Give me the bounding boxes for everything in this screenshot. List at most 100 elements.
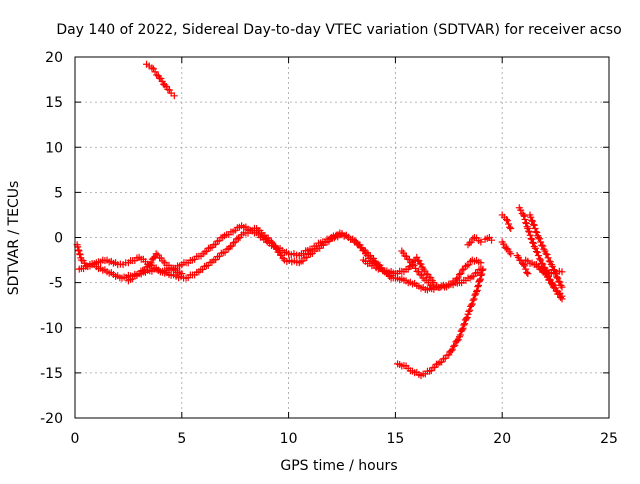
data-point [170,92,178,100]
data-point [477,259,485,267]
data-point [517,206,525,214]
data-point [458,326,466,334]
data-point [529,220,537,228]
data-point [405,256,413,264]
data-point [402,252,410,260]
data-point [151,68,159,76]
data-point [502,215,510,223]
data-point [504,217,512,225]
data-point [537,238,545,246]
data-point [361,247,369,255]
data-point [465,261,473,269]
y-tick-label: -15 [40,366,63,382]
series-arc-4 [124,250,186,285]
data-point [410,262,418,270]
data-point [529,239,537,247]
y-tick-label: 20 [45,50,63,66]
data-point [415,268,423,276]
data-point [463,261,471,269]
data-point [522,219,530,227]
series-arc-16 [532,261,566,300]
y-tick-label: 5 [54,185,63,201]
data-point [417,260,425,268]
data-point [234,234,242,242]
data-point [477,271,485,279]
data-point [545,257,553,265]
data-point [533,248,541,256]
data-point [520,261,528,269]
data-point [455,270,463,278]
data-point [399,249,407,257]
series-arc-11 [498,238,515,258]
data-point [473,288,481,296]
data-point [528,216,536,224]
data-point [558,283,566,291]
data-point [458,266,466,274]
data-point [521,262,529,270]
x-tick-label: 20 [493,431,511,447]
data-point [527,213,535,221]
x-tick-label: 25 [600,431,618,447]
data-point [558,292,566,300]
series-arc-3 [75,224,395,282]
data-point [521,215,529,223]
series-arc-10 [498,211,515,232]
data-point [523,268,531,276]
data-point [451,341,459,349]
data-point [148,64,156,72]
data-point [76,250,84,258]
data-point [557,293,565,301]
series-arc-7 [464,234,485,249]
series-arc-6 [398,247,485,292]
data-point [528,235,536,243]
x-axis-label: GPS time / hours [280,458,397,474]
data-point [459,325,467,333]
y-tick-label: -20 [40,411,63,427]
data-point [230,239,238,247]
data-point [421,267,429,275]
data-point [538,241,546,249]
data-point [454,274,462,282]
data-point [178,270,186,278]
data-point [412,264,420,272]
data-point [526,231,534,239]
data-point [476,275,484,283]
data-point [524,270,532,278]
data-point [454,336,462,344]
data-point [476,276,484,284]
data-point [166,86,174,94]
data-point [505,220,513,228]
data-point [533,228,541,236]
data-point [525,228,533,236]
data-point [542,250,550,258]
data-point [473,286,481,294]
data-point [500,240,508,248]
data-point [474,281,482,289]
data-point [456,331,464,339]
y-tick-label: 15 [45,95,63,111]
tick-marks [74,56,610,419]
data-point [470,295,478,303]
data-point [445,351,453,359]
data-point [466,239,474,247]
data-point [532,228,540,236]
data-point [532,248,540,256]
data-point [75,247,83,255]
data-point [447,347,455,355]
x-tick-label: 10 [280,431,298,447]
data-point [479,265,487,273]
data-point [530,221,538,229]
data-point [520,212,528,220]
data-point [150,254,158,262]
data-point [462,315,470,323]
data-point [535,234,543,241]
data-point [554,274,562,282]
data-point [461,320,469,328]
data-point [469,235,477,243]
series-arc-8 [394,265,487,380]
chart-title: Day 140 of 2022, Sidereal Day-to-day VTE… [56,22,621,38]
data-point [431,363,439,371]
data-point [556,278,564,286]
data-point [387,274,395,282]
